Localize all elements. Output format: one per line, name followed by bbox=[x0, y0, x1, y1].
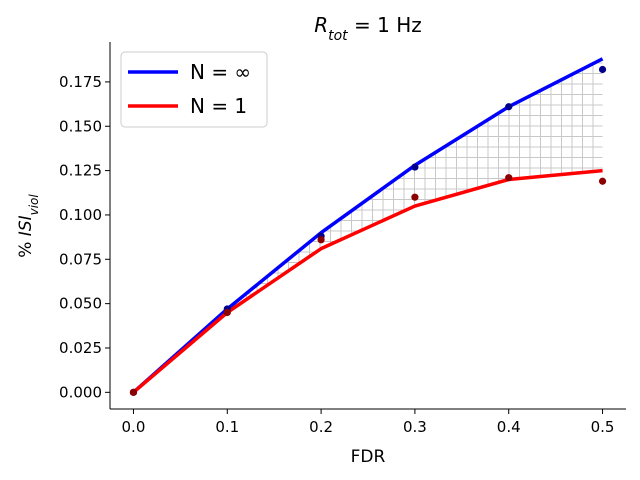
y-tick-label: 0.000 bbox=[59, 383, 102, 401]
x-tick-label: 0.4 bbox=[497, 418, 521, 436]
series-layer bbox=[132, 57, 604, 394]
data-point-n-1 bbox=[317, 236, 325, 244]
series-line-n-1 bbox=[132, 168, 603, 394]
y-tick-label: 0.050 bbox=[59, 295, 102, 313]
x-tick-label: 0.3 bbox=[403, 418, 427, 436]
x-tick-label: 0.1 bbox=[215, 418, 239, 436]
data-point-n-1 bbox=[598, 177, 607, 185]
x-tick-label: 0.2 bbox=[309, 418, 333, 436]
points-layer bbox=[129, 65, 607, 396]
y-tick-label: 0.075 bbox=[59, 250, 102, 268]
y-tick-label: 0.125 bbox=[59, 162, 102, 180]
data-point-n-infinity bbox=[505, 103, 513, 111]
legend: N = ∞ N = 1 bbox=[120, 51, 268, 128]
y-tick-label: 0.175 bbox=[59, 73, 102, 91]
x-ticks: 0.0 0.1 0.2 0.3 0.4 0.5 bbox=[122, 409, 615, 436]
x-tick-label: 0.5 bbox=[591, 418, 615, 436]
data-point-n-1 bbox=[223, 308, 231, 317]
y-tick-label: 0.150 bbox=[59, 117, 102, 135]
chart-title: Rtot = 1 Hz bbox=[314, 13, 422, 44]
legend-label-n-infinity: N = ∞ bbox=[190, 60, 251, 84]
y-tick-label: 0.025 bbox=[59, 339, 102, 357]
data-point-n-1 bbox=[505, 174, 513, 182]
x-tick-label: 0.0 bbox=[122, 418, 146, 436]
y-axis-label: % ISIviol bbox=[16, 194, 41, 258]
data-point-n-infinity bbox=[598, 65, 607, 74]
series-line-n-infinity bbox=[132, 57, 604, 394]
data-point-n-1 bbox=[129, 388, 138, 396]
data-point-n-1 bbox=[411, 193, 419, 201]
x-axis-label: FDR bbox=[351, 447, 386, 467]
y-ticks: 0.000 0.025 0.050 0.075 0.100 0.125 0.150 0.175 bbox=[59, 73, 110, 401]
data-point-n-infinity bbox=[411, 163, 419, 171]
y-tick-label: 0.100 bbox=[59, 206, 102, 224]
legend-label-n-1: N = 1 bbox=[190, 94, 247, 118]
